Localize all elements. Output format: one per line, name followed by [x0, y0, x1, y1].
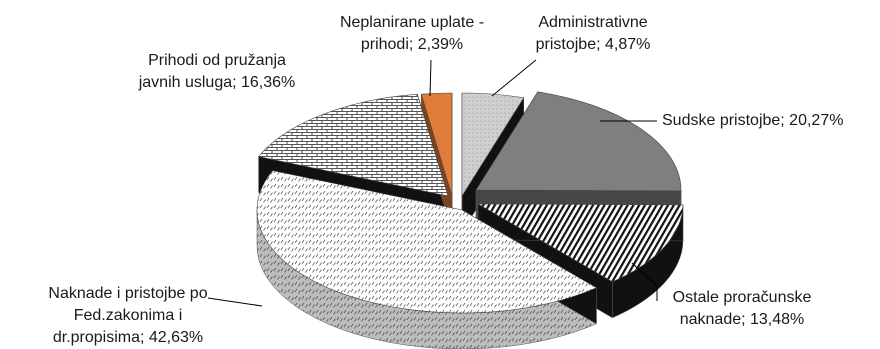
pie-slice-3 [256, 170, 598, 314]
slice-label-0: Administrativne pristojbe; 4,87% [536, 14, 651, 53]
slice-label-line: prihodi; 2,39% [361, 36, 463, 53]
slice-label-3: Naknade i pristojbe po Fed.zakonima i dr.p… [48, 285, 207, 346]
pie-slice-5 [420, 92, 453, 197]
leader-line-0 [491, 59, 537, 97]
slice-label-4: Prihodi od pružanja javnih usluga; 16,36% [138, 52, 296, 91]
leader-line-2 [631, 262, 658, 301]
slice-label-line: naknade; 13,48% [680, 311, 805, 328]
slice-label-line: javnih usluga; 16,36% [138, 74, 296, 91]
leader-line-5 [429, 59, 432, 97]
slice-label-line: Ostale proračunske [673, 289, 812, 306]
leader-line-3 [207, 297, 263, 307]
slice-label-line: Naknade i pristojbe po [48, 285, 207, 302]
pie-slice-2 [476, 203, 684, 283]
slice-label-line: pristojbe; 4,87% [536, 36, 651, 53]
slice-label-line: Fed.zakonima i [74, 307, 183, 324]
slice-label-line: dr.propisima; 42,63% [53, 329, 203, 346]
pie-slice-0 [461, 92, 525, 198]
slice-label-line: Sudske pristojbe; 20,27% [662, 112, 843, 129]
slice-label-1: Sudske pristojbe; 20,27% [662, 112, 843, 129]
slice-label-line: Prihodi od pružanja [148, 52, 286, 69]
slice-label-line: Neplanirane uplate - [340, 14, 484, 31]
pie-slice-4 [258, 93, 449, 197]
slice-label-line: Administrativne [538, 14, 647, 31]
slice-label-5: Neplanirane uplate - prihodi; 2,39% [340, 14, 484, 53]
slice-label-2: Ostale proračunske naknade; 13,48% [673, 289, 812, 328]
pie-slice-1 [475, 91, 682, 192]
